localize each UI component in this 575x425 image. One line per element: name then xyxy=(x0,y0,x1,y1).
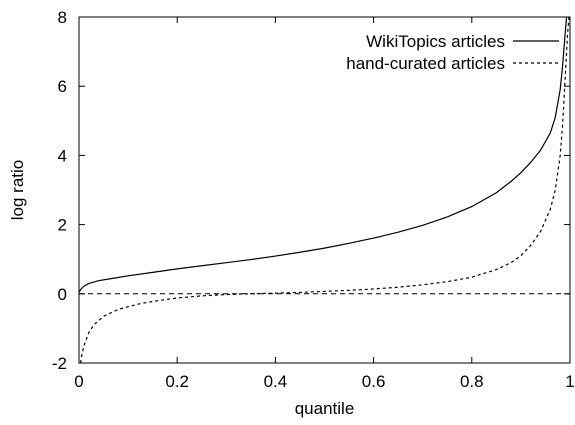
x-tick-label: 1 xyxy=(565,372,574,391)
series-layer xyxy=(79,17,570,363)
x-axis-label: quantile xyxy=(295,399,355,418)
legend: WikiTopics articles hand-curated articles xyxy=(346,32,559,73)
y-tick-label: -2 xyxy=(52,354,67,373)
x-tick-label: 0.6 xyxy=(362,372,386,391)
series-line-wikitopics xyxy=(79,17,568,293)
y-tick-label: 4 xyxy=(58,146,67,165)
y-tick-label: 6 xyxy=(58,77,67,96)
y-tick-label: 8 xyxy=(58,8,67,27)
y-tick-label: 0 xyxy=(58,285,67,304)
x-tick-label: 0.8 xyxy=(460,372,484,391)
y-tick-label: 2 xyxy=(58,216,67,235)
tick-layer: 0 0.2 0.4 0.6 0.8 1 -2 0 2 4 6 8 xyxy=(52,8,575,391)
legend-label: WikiTopics articles xyxy=(366,32,505,51)
series-line-hand-curated xyxy=(79,17,570,363)
y-axis-label: log ratio xyxy=(8,160,27,220)
x-tick-label: 0.4 xyxy=(264,372,288,391)
legend-label: hand-curated articles xyxy=(346,54,505,73)
x-tick-label: 0 xyxy=(74,372,83,391)
x-tick-label: 0.2 xyxy=(165,372,189,391)
plot-frame xyxy=(78,16,571,364)
